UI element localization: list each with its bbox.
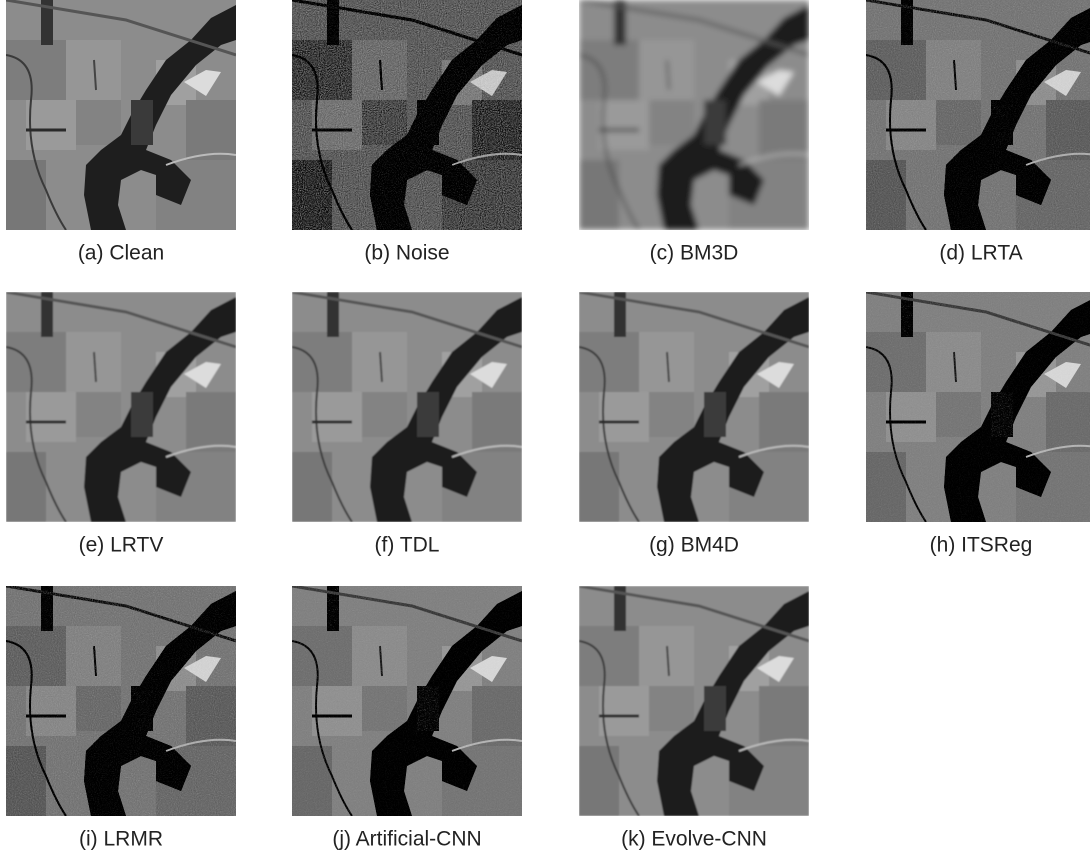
image <box>292 0 522 230</box>
image-content <box>579 586 809 816</box>
image-content <box>866 0 1090 230</box>
image <box>292 586 522 816</box>
caption: (c) BM3D <box>650 242 739 265</box>
panel: (d) LRTA <box>866 0 1090 265</box>
panel: (i) LRMR <box>6 586 236 851</box>
image-content <box>292 586 522 816</box>
panel: (a) Clean <box>6 0 236 265</box>
image-content <box>579 0 809 230</box>
image-content <box>6 292 236 522</box>
caption: (d) LRTA <box>939 242 1022 265</box>
image-content <box>292 292 522 522</box>
image-content <box>292 0 522 230</box>
panel: (e) LRTV <box>6 292 236 557</box>
caption: (h) ITSReg <box>930 534 1033 557</box>
image <box>579 0 809 230</box>
image <box>579 292 809 522</box>
image <box>866 0 1090 230</box>
image-content <box>6 586 236 816</box>
caption: (k) Evolve-CNN <box>621 828 767 851</box>
panel: (b) Noise <box>292 0 522 265</box>
image <box>579 586 809 816</box>
panel: (h) ITSReg <box>866 292 1090 557</box>
image-content <box>866 292 1090 522</box>
panel: (f) TDL <box>292 292 522 557</box>
image-content <box>6 0 236 230</box>
image-content <box>579 292 809 522</box>
image <box>6 586 236 816</box>
image <box>866 292 1090 522</box>
caption: (f) TDL <box>375 534 440 557</box>
panel: (c) BM3D <box>579 0 809 265</box>
panel: (k) Evolve-CNN <box>579 586 809 851</box>
caption: (i) LRMR <box>79 828 163 851</box>
caption: (e) LRTV <box>79 534 164 557</box>
figure: (a) Clean (b) Noise (c) BM3D (d) LRTA (e) LR… <box>0 0 1090 856</box>
caption: (g) BM4D <box>649 534 739 557</box>
panel: (j) Artificial-CNN <box>292 586 522 851</box>
image <box>6 0 236 230</box>
caption: (j) Artificial-CNN <box>332 828 481 851</box>
image <box>292 292 522 522</box>
panel: (g) BM4D <box>579 292 809 557</box>
caption: (b) Noise <box>364 242 449 265</box>
image <box>6 292 236 522</box>
caption: (a) Clean <box>78 242 164 265</box>
